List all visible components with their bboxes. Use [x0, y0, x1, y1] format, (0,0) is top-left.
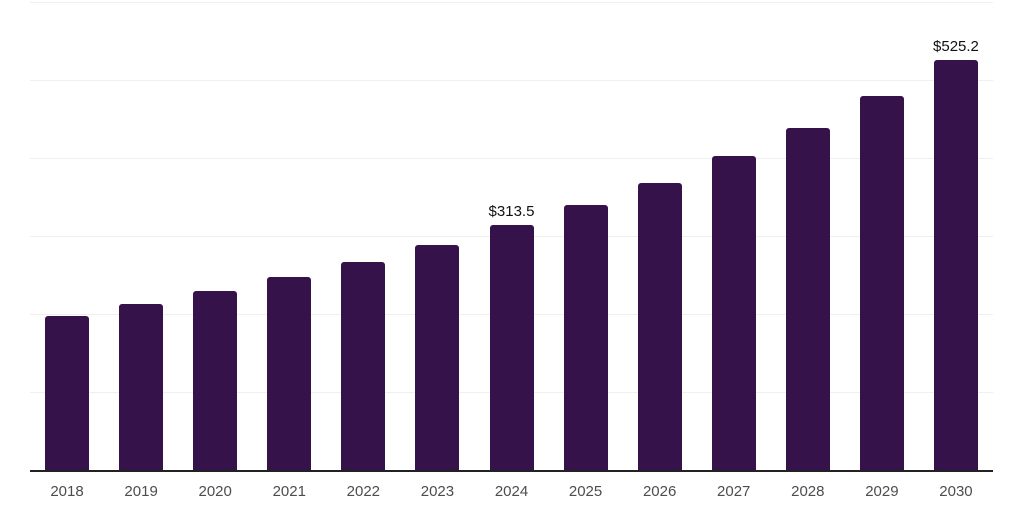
bar-2021 — [267, 277, 312, 470]
bar-value-label-2024: $313.5 — [488, 203, 535, 221]
x-tick-label-2025: 2025 — [568, 483, 603, 500]
bar-2024 — [489, 225, 534, 470]
x-tick-label-2019: 2019 — [124, 483, 158, 500]
x-tick-label-2021: 2021 — [272, 483, 306, 500]
bar-2022 — [341, 261, 386, 470]
bar-2018 — [45, 316, 90, 470]
bar-2019 — [119, 304, 164, 470]
bar-2028 — [785, 128, 830, 470]
bar-2023 — [415, 244, 460, 470]
x-tick-label-2027: 2027 — [717, 483, 751, 500]
x-tick-label-2023: 2023 — [420, 483, 455, 500]
bar-2029 — [859, 96, 904, 470]
bar-2025 — [563, 204, 608, 470]
x-tick-label-2024: 2024 — [494, 483, 529, 500]
bar-2030 — [933, 60, 978, 470]
x-tick-label-2030: 2030 — [939, 483, 973, 500]
bar-2020 — [193, 290, 238, 470]
bar-2026 — [637, 182, 682, 470]
x-tick-label-2029: 2029 — [865, 483, 899, 500]
bar-2027 — [711, 155, 756, 470]
plot-area: $313.5 $525.2 — [30, 2, 993, 472]
gridline — [30, 80, 993, 81]
x-tick-label-2028: 2028 — [791, 483, 825, 500]
gridline — [30, 2, 993, 3]
x-tick-label-2022: 2022 — [346, 483, 381, 500]
bar-value-label-2030: $525.2 — [933, 38, 979, 56]
x-tick-label-2020: 2020 — [198, 483, 232, 500]
x-tick-label-2026: 2026 — [642, 483, 677, 500]
x-axis-labels: 2018 2019 2020 2021 2022 2023 2024 2025 2026 2027… — [30, 483, 993, 503]
x-tick-label-2018: 2018 — [50, 483, 84, 500]
gridline — [30, 158, 993, 159]
